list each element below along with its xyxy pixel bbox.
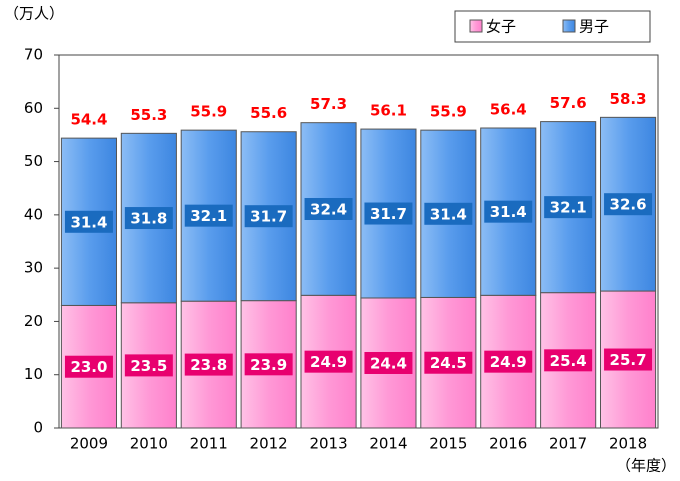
y-tick-label: 20 [24,312,43,330]
value-label: 25.7 [610,351,647,369]
total-label: 55.9 [190,103,227,121]
total-label: 55.9 [430,103,467,121]
y-tick-label: 50 [24,152,43,170]
value-label-bg [304,197,353,220]
x-tick-label: 2012 [250,435,288,453]
value-label-bg [604,348,653,371]
total-label: 55.3 [130,106,167,124]
value-label: 24.9 [490,353,527,371]
x-tick-label: 2016 [489,435,527,453]
plot-border [58,54,659,429]
x-tick-label: 2015 [429,435,467,453]
value-label-bg [424,202,473,225]
x-tick-label: 2018 [609,435,647,453]
value-label: 31.8 [130,210,167,228]
y-tick-label: 40 [24,205,43,223]
value-label-bg [364,202,413,225]
value-label-bg [604,193,653,216]
value-label: 24.4 [370,354,407,372]
value-label: 32.1 [550,199,587,217]
value-label-bg [64,210,113,233]
value-label-bg [304,350,353,373]
y-tick-label: 70 [24,46,43,64]
legend-label: 男子 [579,18,609,36]
legend: 女子 男子 [454,10,651,43]
x-tick-label: 2014 [369,435,407,453]
total-label: 54.4 [70,111,107,129]
x-tick-label: 2009 [70,435,108,453]
y-tick-label: 30 [24,259,43,277]
value-label: 32.6 [610,196,647,214]
x-tick-label: 2011 [190,435,228,453]
value-label: 25.4 [550,352,587,370]
value-label-bg [364,351,413,374]
value-label: 24.5 [430,354,467,372]
value-label-bg [124,354,173,377]
value-label: 32.4 [310,200,347,218]
x-tick-label: 2013 [309,435,347,453]
value-label-bg [124,207,173,230]
value-label-bg [484,350,533,373]
y-axis-label: （万人） [4,5,64,23]
total-label: 55.6 [250,104,287,122]
x-tick-label: 2017 [549,435,587,453]
total-label: 56.4 [490,101,527,119]
value-label-bg [184,204,233,227]
y-tick-label: 0 [33,419,43,437]
value-label-bg [184,353,233,376]
value-label: 32.1 [190,207,227,225]
value-label: 23.8 [190,356,227,374]
value-label: 31.7 [250,208,287,226]
total-label: 58.3 [610,90,647,108]
legend-label: 女子 [486,18,516,36]
total-label: 57.3 [310,95,347,113]
value-label: 31.7 [370,205,407,223]
value-label: 24.9 [310,353,347,371]
value-label: 23.9 [250,356,287,374]
value-label: 31.4 [70,213,107,231]
value-label-bg [484,200,533,223]
value-label-bg [544,349,593,372]
value-label: 31.4 [430,205,467,223]
legend-swatch [562,19,576,33]
value-label-bg [64,355,113,378]
value-label: 23.5 [130,357,167,375]
value-label-bg [424,351,473,374]
value-label-bg [544,196,593,219]
total-label: 57.6 [550,94,587,112]
value-label: 31.4 [490,203,527,221]
legend-swatch [469,19,483,33]
y-tick-label: 60 [24,99,43,117]
value-label: 23.0 [70,358,107,376]
legend-box [454,10,651,43]
value-label-bg [244,353,293,376]
y-tick-label: 10 [24,365,43,383]
total-label: 56.1 [370,102,407,120]
x-tick-label: 2010 [130,435,168,453]
value-label-bg [244,205,293,228]
x-axis-label: （年度） [616,457,676,475]
